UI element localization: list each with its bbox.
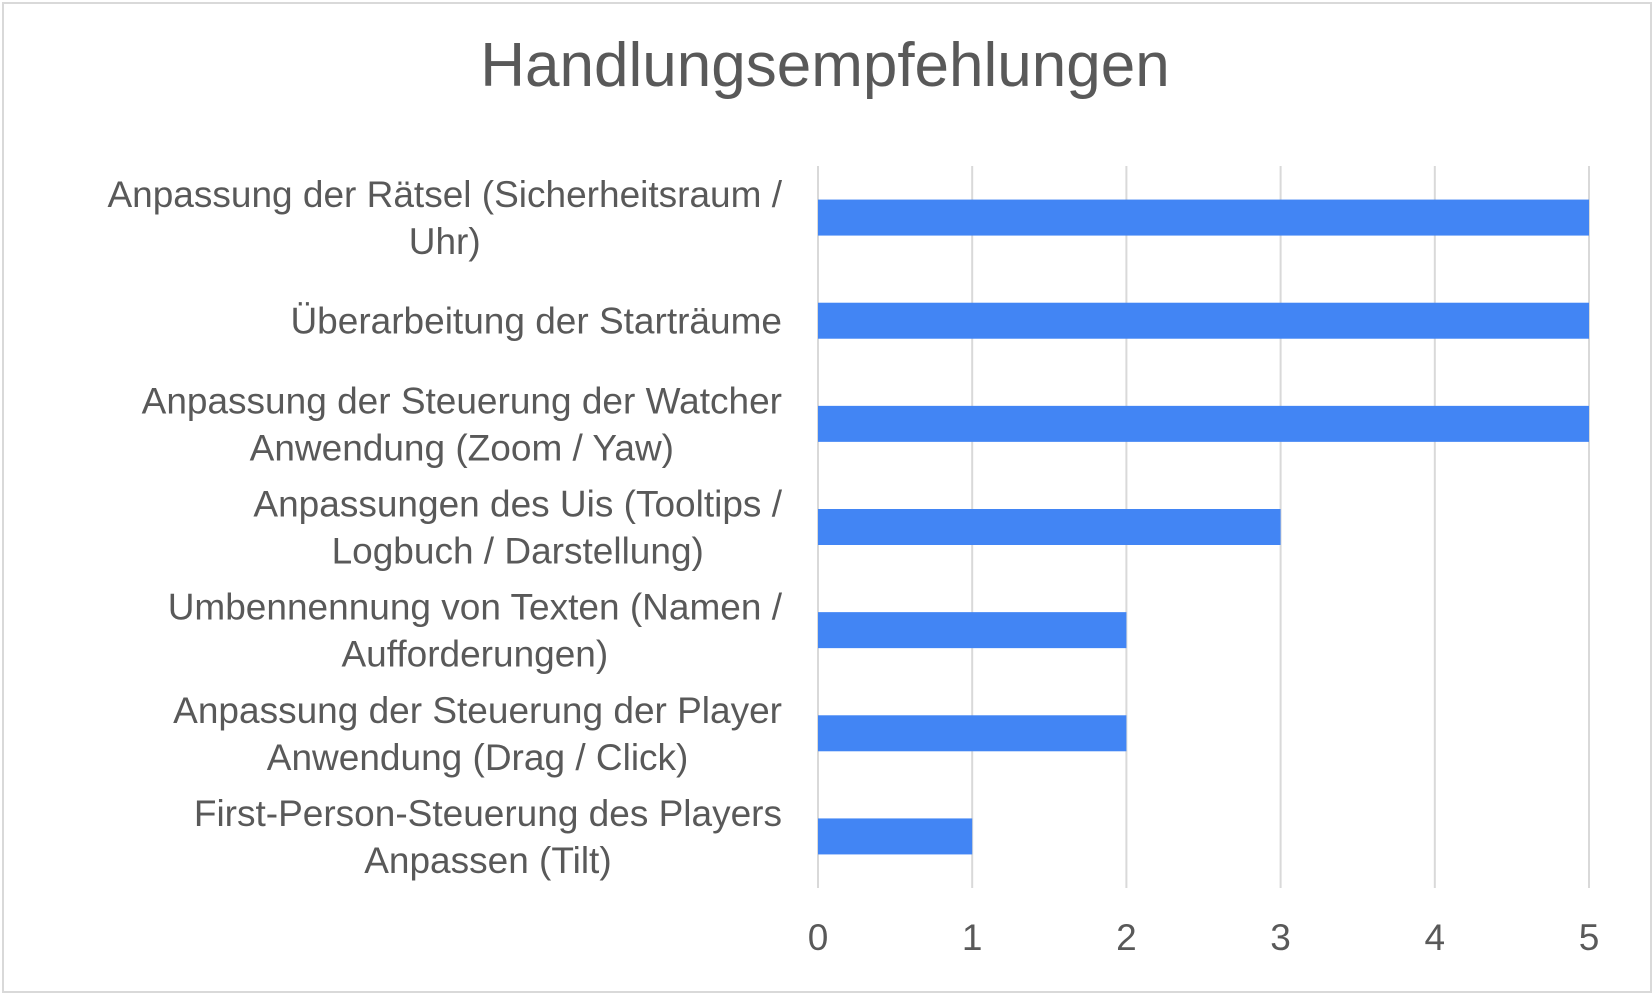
x-tick-label: 4 <box>1425 917 1446 958</box>
category-label-line: Anwendung (Zoom / Yaw) <box>250 427 674 468</box>
category-label-line: Anwendung (Drag / Click) <box>267 737 689 778</box>
bar <box>818 405 1589 442</box>
x-axis-tick-labels: 0 1 2 3 4 5 <box>808 917 1600 958</box>
category-label-line: First-Person-Steuerung des Players <box>194 793 782 834</box>
category-label: First-Person-Steuerung des Players Anpass… <box>194 793 782 881</box>
bar <box>818 818 973 855</box>
category-labels: Anpassung der Rätsel (Sicherheitsraum / U… <box>107 174 782 881</box>
bar <box>818 612 1127 649</box>
bar <box>818 199 1589 236</box>
x-tick-label: 0 <box>808 917 829 958</box>
category-label-line: Anpassung der Rätsel (Sicherheitsraum / <box>107 174 782 215</box>
x-tick-label: 1 <box>962 917 983 958</box>
category-label-line: Anpassungen des Uis (Tooltips / <box>253 484 782 525</box>
category-label-line: Logbuch / Darstellung) <box>332 531 704 572</box>
category-label: Anpassung der Steuerung der Player Anwend… <box>173 690 782 778</box>
category-label: Anpassungen des Uis (Tooltips / Logbuch /… <box>253 484 782 572</box>
category-label-line: Umbennennung von Texten (Namen / <box>168 587 783 628</box>
category-label-line: Aufforderungen) <box>341 634 608 675</box>
category-label-line: Uhr) <box>409 221 481 262</box>
category-label-line: Anpassung der Steuerung der Player <box>173 690 782 731</box>
x-tick-label: 2 <box>1116 917 1137 958</box>
x-tick-label: 3 <box>1270 917 1291 958</box>
category-label-line: Anpassung der Steuerung der Watcher <box>142 380 782 421</box>
chart-title: Handlungsempfehlungen <box>480 31 1170 100</box>
bars <box>818 199 1589 855</box>
bar <box>818 302 1589 339</box>
category-label: Anpassung der Rätsel (Sicherheitsraum / U… <box>107 174 782 262</box>
category-label: Überarbeitung der Starträume <box>290 301 782 342</box>
bar <box>818 715 1127 752</box>
category-label: Umbennennung von Texten (Namen / Aufforde… <box>168 587 783 675</box>
category-label: Anpassung der Steuerung der Watcher Anwen… <box>142 380 782 468</box>
x-tick-label: 5 <box>1579 917 1600 958</box>
category-label-line: Anpassen (Tilt) <box>364 840 611 881</box>
bar <box>818 509 1281 545</box>
category-label-line: Überarbeitung der Starträume <box>290 301 782 342</box>
